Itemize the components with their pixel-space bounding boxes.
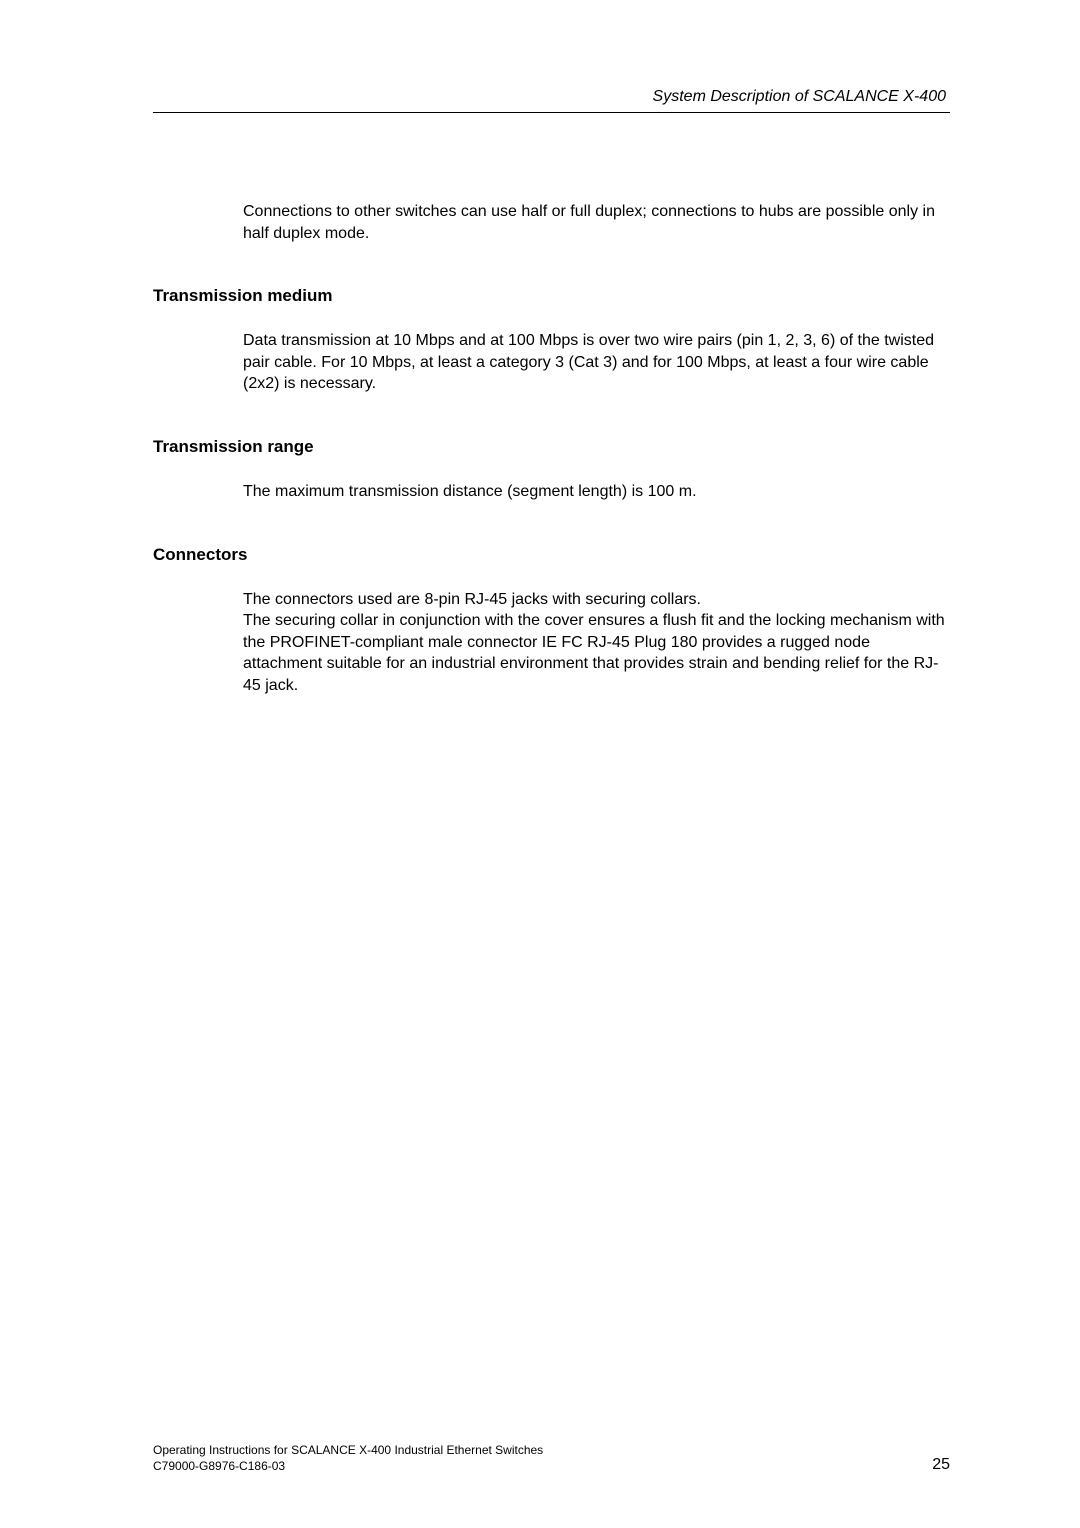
section-transmission-medium: Transmission medium Data transmission at… [153,286,950,395]
section-connectors: Connectors The connectors used are 8-pin… [153,545,950,697]
section-paragraph: The connectors used are 8-pin RJ-45 jack… [243,589,950,697]
running-title: System Description of SCALANCE X-400 [153,88,950,106]
page-footer: Operating Instructions for SCALANCE X-40… [153,1442,950,1474]
section-heading: Connectors [153,545,950,565]
header-divider [153,112,950,113]
page-content: Connections to other switches can use ha… [153,123,950,697]
section-transmission-range: Transmission range The maximum transmiss… [153,437,950,503]
section-heading: Transmission medium [153,286,950,306]
intro-block: Connections to other switches can use ha… [153,201,950,244]
page-number: 25 [932,1456,950,1474]
section-paragraph: The maximum transmission distance (segme… [243,481,950,503]
footer-doc-id: C79000-G8976-C186-03 [153,1458,543,1474]
section-heading: Transmission range [153,437,950,457]
section-paragraph: Data transmission at 10 Mbps and at 100 … [243,330,950,395]
page-header: System Description of SCALANCE X-400 [153,88,950,123]
page-container: System Description of SCALANCE X-400 Con… [0,0,1080,697]
footer-doc-title: Operating Instructions for SCALANCE X-40… [153,1442,543,1458]
intro-paragraph: Connections to other switches can use ha… [243,201,950,244]
footer-left: Operating Instructions for SCALANCE X-40… [153,1442,543,1474]
